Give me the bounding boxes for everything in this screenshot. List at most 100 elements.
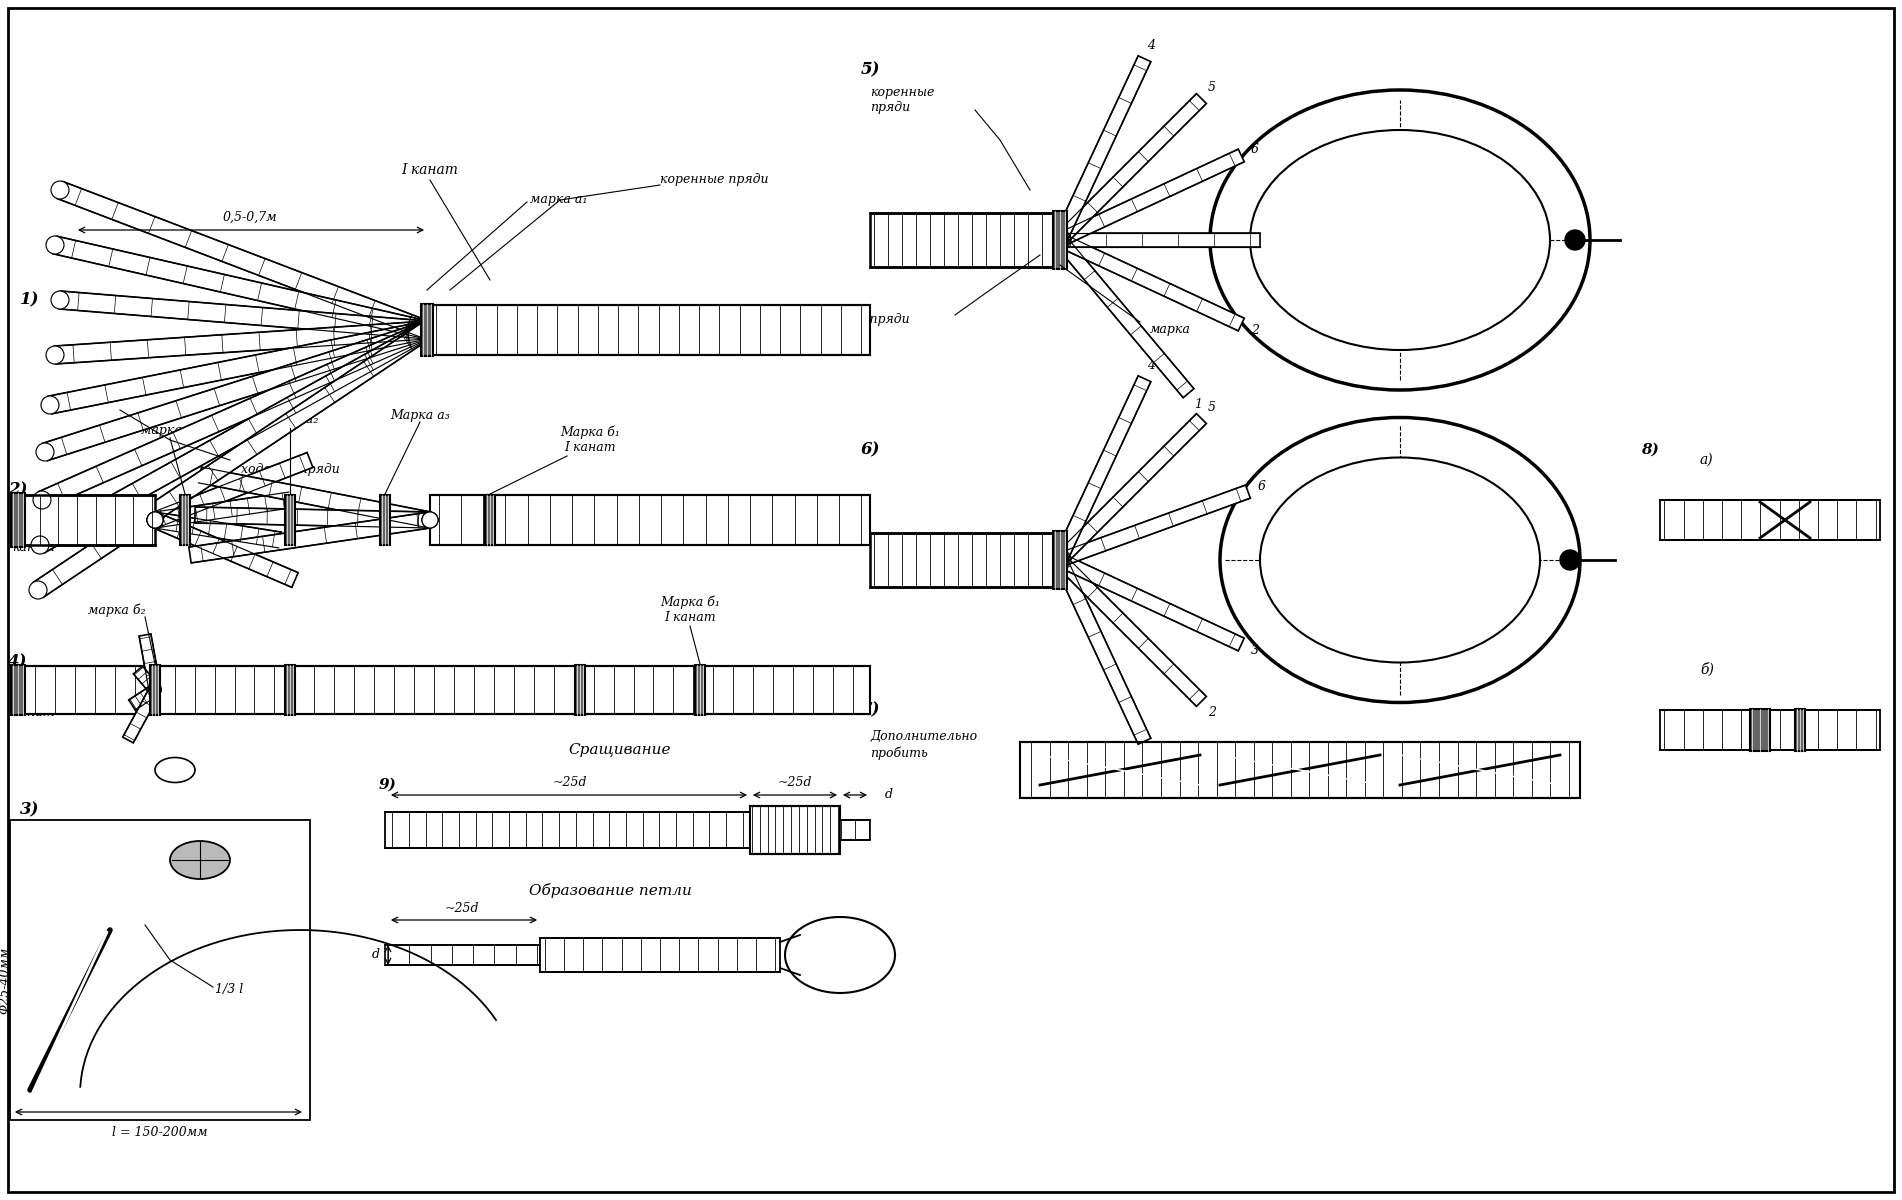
Polygon shape	[53, 236, 430, 338]
Polygon shape	[32, 323, 432, 598]
Polygon shape	[1019, 742, 1581, 798]
Text: Марка б₁
I канат: Марка б₁ I канат	[559, 426, 620, 455]
Text: коренные пряди: коренные пряди	[660, 174, 768, 186]
Circle shape	[148, 684, 162, 696]
Ellipse shape	[1250, 130, 1550, 350]
Text: Сращивание: Сращивание	[569, 743, 671, 757]
Bar	[11, 493, 25, 547]
Circle shape	[1054, 553, 1067, 566]
Circle shape	[422, 512, 437, 528]
Text: марка б₂: марка б₂	[141, 424, 198, 437]
Polygon shape	[1056, 94, 1206, 245]
Polygon shape	[152, 512, 299, 587]
Bar	[11, 665, 25, 715]
Text: Образование петли: Образование петли	[529, 882, 692, 898]
Text: 8): 8)	[1641, 443, 1659, 457]
Polygon shape	[188, 512, 432, 563]
Polygon shape	[1054, 376, 1151, 563]
Text: ~25d: ~25d	[778, 775, 812, 788]
Polygon shape	[38, 322, 430, 509]
Text: марка а₂: марка а₂	[261, 414, 320, 426]
Text: а): а)	[1700, 452, 1714, 467]
Circle shape	[146, 512, 164, 528]
Circle shape	[1565, 230, 1584, 250]
Text: 7): 7)	[860, 702, 881, 719]
Text: II
канат: II канат	[11, 691, 55, 719]
Polygon shape	[152, 452, 314, 528]
Polygon shape	[1660, 710, 1879, 750]
Polygon shape	[124, 688, 160, 743]
Text: ходовые пряди: ходовые пряди	[242, 463, 339, 476]
Bar	[1054, 530, 1067, 589]
Text: Φ25-40мм: Φ25-40мм	[0, 947, 11, 1014]
Text: 4: 4	[1147, 38, 1155, 52]
Text: 1/3 l: 1/3 l	[215, 984, 243, 996]
Polygon shape	[17, 666, 869, 714]
Circle shape	[1560, 550, 1581, 570]
Text: 5): 5)	[860, 61, 881, 78]
Polygon shape	[198, 467, 432, 528]
Text: 6): 6)	[860, 442, 881, 458]
Text: 3): 3)	[21, 802, 40, 818]
Circle shape	[36, 443, 53, 461]
Polygon shape	[1054, 235, 1194, 397]
Circle shape	[1054, 233, 1067, 247]
Polygon shape	[1054, 55, 1151, 242]
Polygon shape	[154, 492, 291, 528]
Circle shape	[148, 684, 162, 696]
Circle shape	[422, 512, 437, 528]
Text: 2: 2	[1208, 706, 1215, 719]
Polygon shape	[430, 494, 869, 545]
Text: 1: 1	[1194, 398, 1202, 412]
Circle shape	[146, 512, 164, 528]
Polygon shape	[1058, 553, 1244, 650]
Circle shape	[1054, 553, 1067, 566]
Text: 6: 6	[1252, 143, 1259, 156]
Circle shape	[1054, 553, 1067, 566]
Text: 2): 2)	[8, 481, 29, 498]
Text: 1): 1)	[21, 292, 40, 308]
Polygon shape	[869, 214, 1059, 266]
Polygon shape	[1054, 557, 1151, 744]
Circle shape	[1054, 233, 1067, 247]
Text: II
канат: II канат	[11, 526, 55, 554]
Circle shape	[51, 181, 68, 199]
Text: ~25d: ~25d	[445, 901, 479, 914]
Circle shape	[1054, 553, 1067, 566]
Text: 0,5-0,7м: 0,5-0,7м	[223, 210, 278, 223]
Text: коренные
пряди: коренные пряди	[869, 86, 934, 114]
Circle shape	[51, 290, 68, 308]
Ellipse shape	[1259, 457, 1541, 662]
Circle shape	[30, 536, 49, 554]
Polygon shape	[786, 917, 896, 992]
Text: d: d	[884, 788, 894, 802]
Text: 6: 6	[1257, 480, 1267, 493]
Bar	[150, 665, 160, 715]
Text: I канат: I канат	[401, 163, 458, 176]
Circle shape	[146, 512, 164, 528]
Bar	[1750, 709, 1771, 751]
Polygon shape	[841, 820, 869, 840]
Bar	[1054, 211, 1067, 269]
Text: 3: 3	[1271, 234, 1278, 246]
Text: 3: 3	[1252, 644, 1259, 658]
Circle shape	[1054, 233, 1067, 247]
Polygon shape	[59, 292, 428, 338]
Bar	[181, 494, 190, 545]
Bar	[285, 494, 295, 545]
Polygon shape	[1056, 556, 1206, 707]
Polygon shape	[194, 508, 430, 528]
Text: Ходовые пряди: Ходовые пряди	[810, 313, 911, 326]
Circle shape	[32, 491, 51, 509]
Bar	[694, 665, 706, 715]
Polygon shape	[17, 494, 154, 545]
Text: Марка а₃: Марка а₃	[390, 408, 451, 421]
Circle shape	[1054, 553, 1067, 566]
Polygon shape	[57, 181, 430, 338]
Polygon shape	[1058, 149, 1244, 246]
Polygon shape	[749, 806, 841, 854]
Polygon shape	[154, 512, 281, 548]
Circle shape	[148, 684, 162, 696]
Text: 4): 4)	[8, 654, 29, 671]
Circle shape	[1054, 553, 1067, 566]
